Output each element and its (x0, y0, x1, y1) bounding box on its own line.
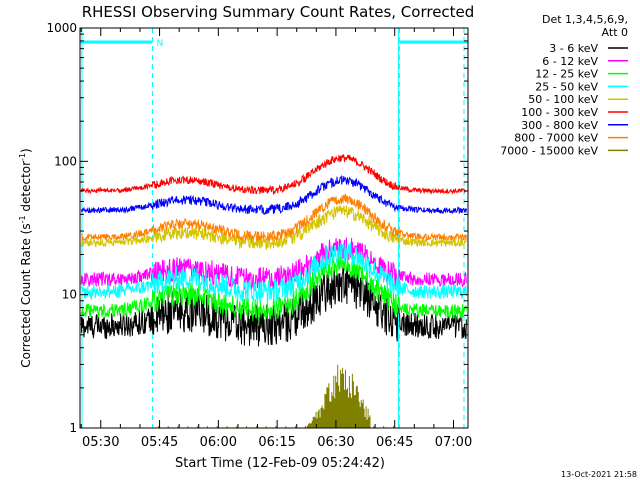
generation-timestamp: 13-Oct-2021 21:58 (561, 470, 637, 479)
x-tick-label: 06:45 (376, 435, 413, 450)
y-axis-label-text: Corrected Count Rate (s (19, 223, 33, 367)
y-axis-label-close: ) (19, 148, 33, 153)
x-tick-label: 07:00 (435, 435, 472, 450)
legend-label: 6 - 12 keV (542, 55, 598, 68)
x-tick-label: 06:15 (258, 435, 295, 450)
y-tick-label: 100 (54, 154, 77, 168)
series-line (80, 174, 467, 216)
svg-text:Corrected Count Rate (s-1 dete: Corrected Count Rate (s-1 detector-1) (18, 148, 33, 367)
x-axis-label: Start Time (12-Feb-09 05:24:42) (175, 456, 385, 471)
legend-label: 800 - 7000 keV (514, 132, 598, 145)
series-line (157, 364, 394, 428)
legend-header: Det 1,3,4,5,6,9, (542, 13, 628, 26)
x-tick-label: 06:30 (317, 435, 354, 450)
x-tick-label: 06:00 (200, 435, 237, 450)
y-axis-label-text-mid: detector (19, 161, 33, 216)
plot-frame (79, 27, 469, 429)
series-line (80, 239, 467, 303)
legend-label: 300 - 800 keV (521, 119, 598, 132)
y-tick-label: 10 (62, 288, 77, 302)
series-line (80, 154, 467, 196)
y-axis-label: Corrected Count Rate (s-1 detector-1) (18, 148, 33, 367)
series-line (80, 194, 467, 243)
legend-label: 100 - 300 keV (521, 106, 598, 119)
legend-label: 50 - 100 keV (528, 93, 598, 106)
attenuator-state-label: N (157, 39, 164, 49)
legend-label: 25 - 50 keV (535, 80, 598, 93)
legend-label: 3 - 6 keV (549, 42, 598, 55)
chart-title: RHESSI Observing Summary Count Rates, Co… (82, 3, 475, 21)
legend-label: 12 - 25 keV (535, 68, 598, 81)
series-line (80, 266, 467, 347)
y-axis-label-superscript-2: -1 (18, 153, 27, 161)
y-tick-label: 1 (69, 421, 77, 435)
y-axis-label-superscript: -1 (18, 215, 27, 223)
x-tick-label: 05:30 (82, 435, 119, 450)
legend-label: 7000 - 15000 keV (500, 144, 598, 157)
x-tick-label: 05:45 (141, 435, 178, 450)
legend-header-att: Att 0 (602, 26, 628, 39)
series-line (80, 237, 467, 291)
series-line (80, 205, 467, 251)
y-tick-label: 1000 (46, 21, 77, 35)
